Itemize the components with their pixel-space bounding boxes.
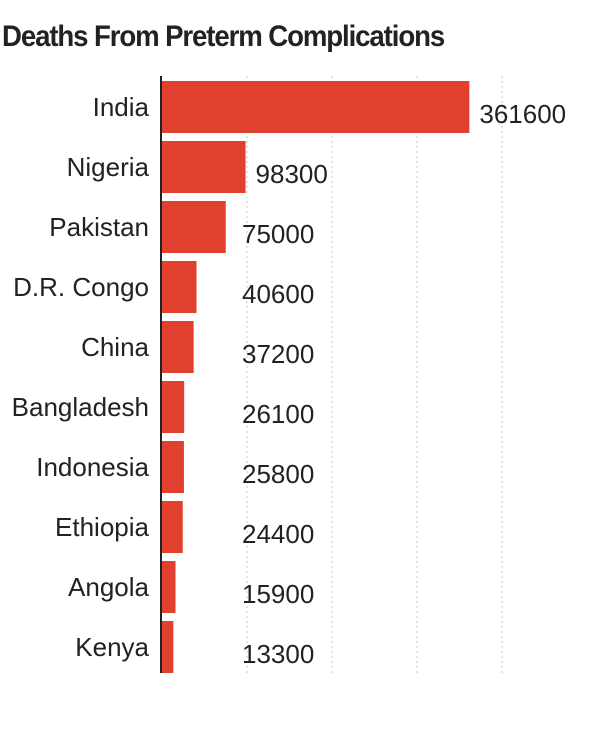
value-label: 13300 — [242, 639, 314, 669]
value-label: 40600 — [242, 279, 314, 309]
value-label: 75000 — [242, 219, 314, 249]
category-labels: India Nigeria Pakistan D.R. Congo China Bangl… — [12, 92, 150, 662]
category-label: Nigeria — [67, 152, 150, 182]
bar — [162, 381, 185, 433]
bar — [162, 621, 174, 673]
bar — [162, 261, 197, 313]
value-label: 25800 — [242, 459, 314, 489]
category-label: India — [93, 92, 150, 122]
category-label: Angola — [68, 572, 149, 602]
value-label: 26100 — [242, 399, 314, 429]
value-label: 24400 — [242, 519, 314, 549]
category-label: D.R. Congo — [13, 272, 149, 302]
value-label: 37200 — [242, 339, 314, 369]
bar — [162, 201, 226, 253]
category-label: Pakistan — [49, 212, 149, 242]
bars — [162, 81, 470, 673]
category-label: Ethiopia — [55, 512, 149, 542]
category-label: Kenya — [75, 632, 149, 662]
value-label: 361600 — [479, 99, 566, 129]
value-label: 98300 — [256, 159, 328, 189]
bar — [162, 441, 184, 493]
chart-title: Deaths From Preterm Complications — [2, 20, 445, 53]
value-labels: 361600 98300 75000 40600 37200 26100 25800 2440… — [242, 99, 566, 669]
category-label: Indonesia — [36, 452, 149, 482]
category-label: Bangladesh — [12, 392, 149, 422]
value-label: 15900 — [242, 579, 314, 609]
bar — [162, 141, 246, 193]
bar — [162, 501, 183, 553]
bar — [162, 561, 176, 613]
category-label: China — [81, 332, 149, 362]
bar — [162, 321, 194, 373]
bar — [162, 81, 470, 133]
